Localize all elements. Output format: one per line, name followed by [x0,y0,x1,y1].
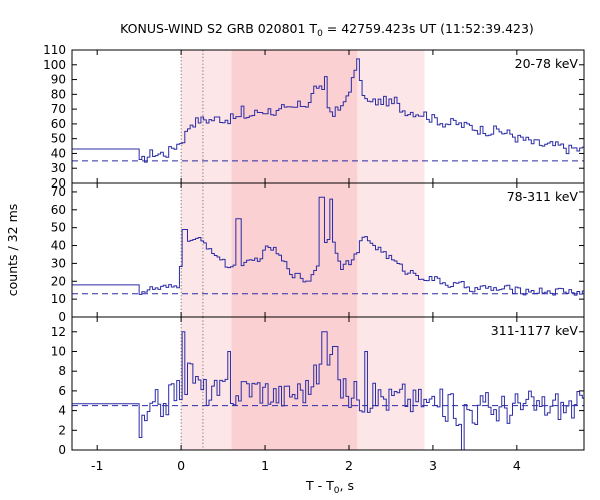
x-tick-label: -1 [91,458,103,473]
shaded-interval-3-panel-3 [357,317,425,450]
x-tick-label: 1 [261,458,269,473]
shaded-interval-2-panel-2 [231,183,358,317]
shaded-interval-2-panel-3 [231,317,358,450]
y-tick-label-panel-3: 2 [58,423,66,437]
chart-title-subscript: 0 [317,29,323,39]
y-tick-label-panel-1: 50 [51,132,66,146]
y-tick-label-panel-2: 70 [51,185,66,199]
y-tick-label-panel-3: 4 [58,404,66,418]
shaded-interval-2-panel-1 [231,50,358,183]
y-tick-label-panel-1: 110 [43,43,66,57]
energy-band-label-panel-1: 20-78 keV [515,56,579,71]
y-tick-label-panel-1: 60 [51,117,66,131]
y-tick-label-panel-3: 12 [51,325,66,339]
x-axis-label: T - T0, s [305,478,354,496]
y-tick-label-panel-1: 90 [51,73,66,87]
x-tick-label: 0 [177,458,185,473]
y-tick-label-panel-2: 10 [51,292,66,306]
y-tick-label-panel-3: 8 [58,364,66,378]
energy-band-label-panel-2: 78-311 keV [507,189,579,204]
y-tick-label-panel-1: 40 [51,146,66,160]
x-axis-label-subscript: 0 [334,486,340,496]
light-curve-panel-1 [72,58,584,163]
x-tick-label: 4 [513,458,521,473]
light-curve-panel-3 [72,331,584,451]
chart-title-rest: = 42759.423s UT (11:52:39.423) [323,21,534,36]
y-tick-label-panel-2: 30 [51,256,66,270]
x-axis-label-rest: , s [340,478,354,493]
y-tick-label-panel-3: 0 [58,443,66,457]
light-curve-panel-2 [72,196,584,296]
y-axis-label: counts / 32 ms [5,204,20,297]
shaded-interval-1-panel-2 [181,183,232,317]
x-tick-label: 3 [429,458,437,473]
chart-title-main: KONUS-WIND S2 GRB 020801 T [120,21,317,36]
chart-title: KONUS-WIND S2 GRB 020801 T0 = 42759.423s… [120,21,534,39]
y-tick-label-panel-2: 40 [51,239,66,253]
y-tick-label-panel-1: 80 [51,87,66,101]
y-tick-label-panel-2: 60 [51,203,66,217]
y-tick-label-panel-2: 50 [51,221,66,235]
y-tick-label-panel-3: 6 [58,384,66,398]
panel-frame-3 [71,316,585,451]
shaded-interval-1-panel-1 [181,50,232,183]
y-tick-label-panel-2: 20 [51,274,66,288]
y-tick-label-panel-1: 30 [51,161,66,175]
energy-band-label-panel-3: 311-1177 keV [491,323,579,338]
x-axis-label-main: T - T [305,478,334,493]
y-tick-label-panel-1: 100 [43,58,66,72]
y-tick-label-panel-1: 70 [51,102,66,116]
y-tick-label-panel-2: 0 [58,310,66,324]
x-tick-label: 2 [345,458,353,473]
y-tick-label-panel-3: 10 [51,344,66,358]
y-tick-label-panel-1: 20 [51,176,66,190]
shaded-interval-3-panel-2 [357,183,425,317]
